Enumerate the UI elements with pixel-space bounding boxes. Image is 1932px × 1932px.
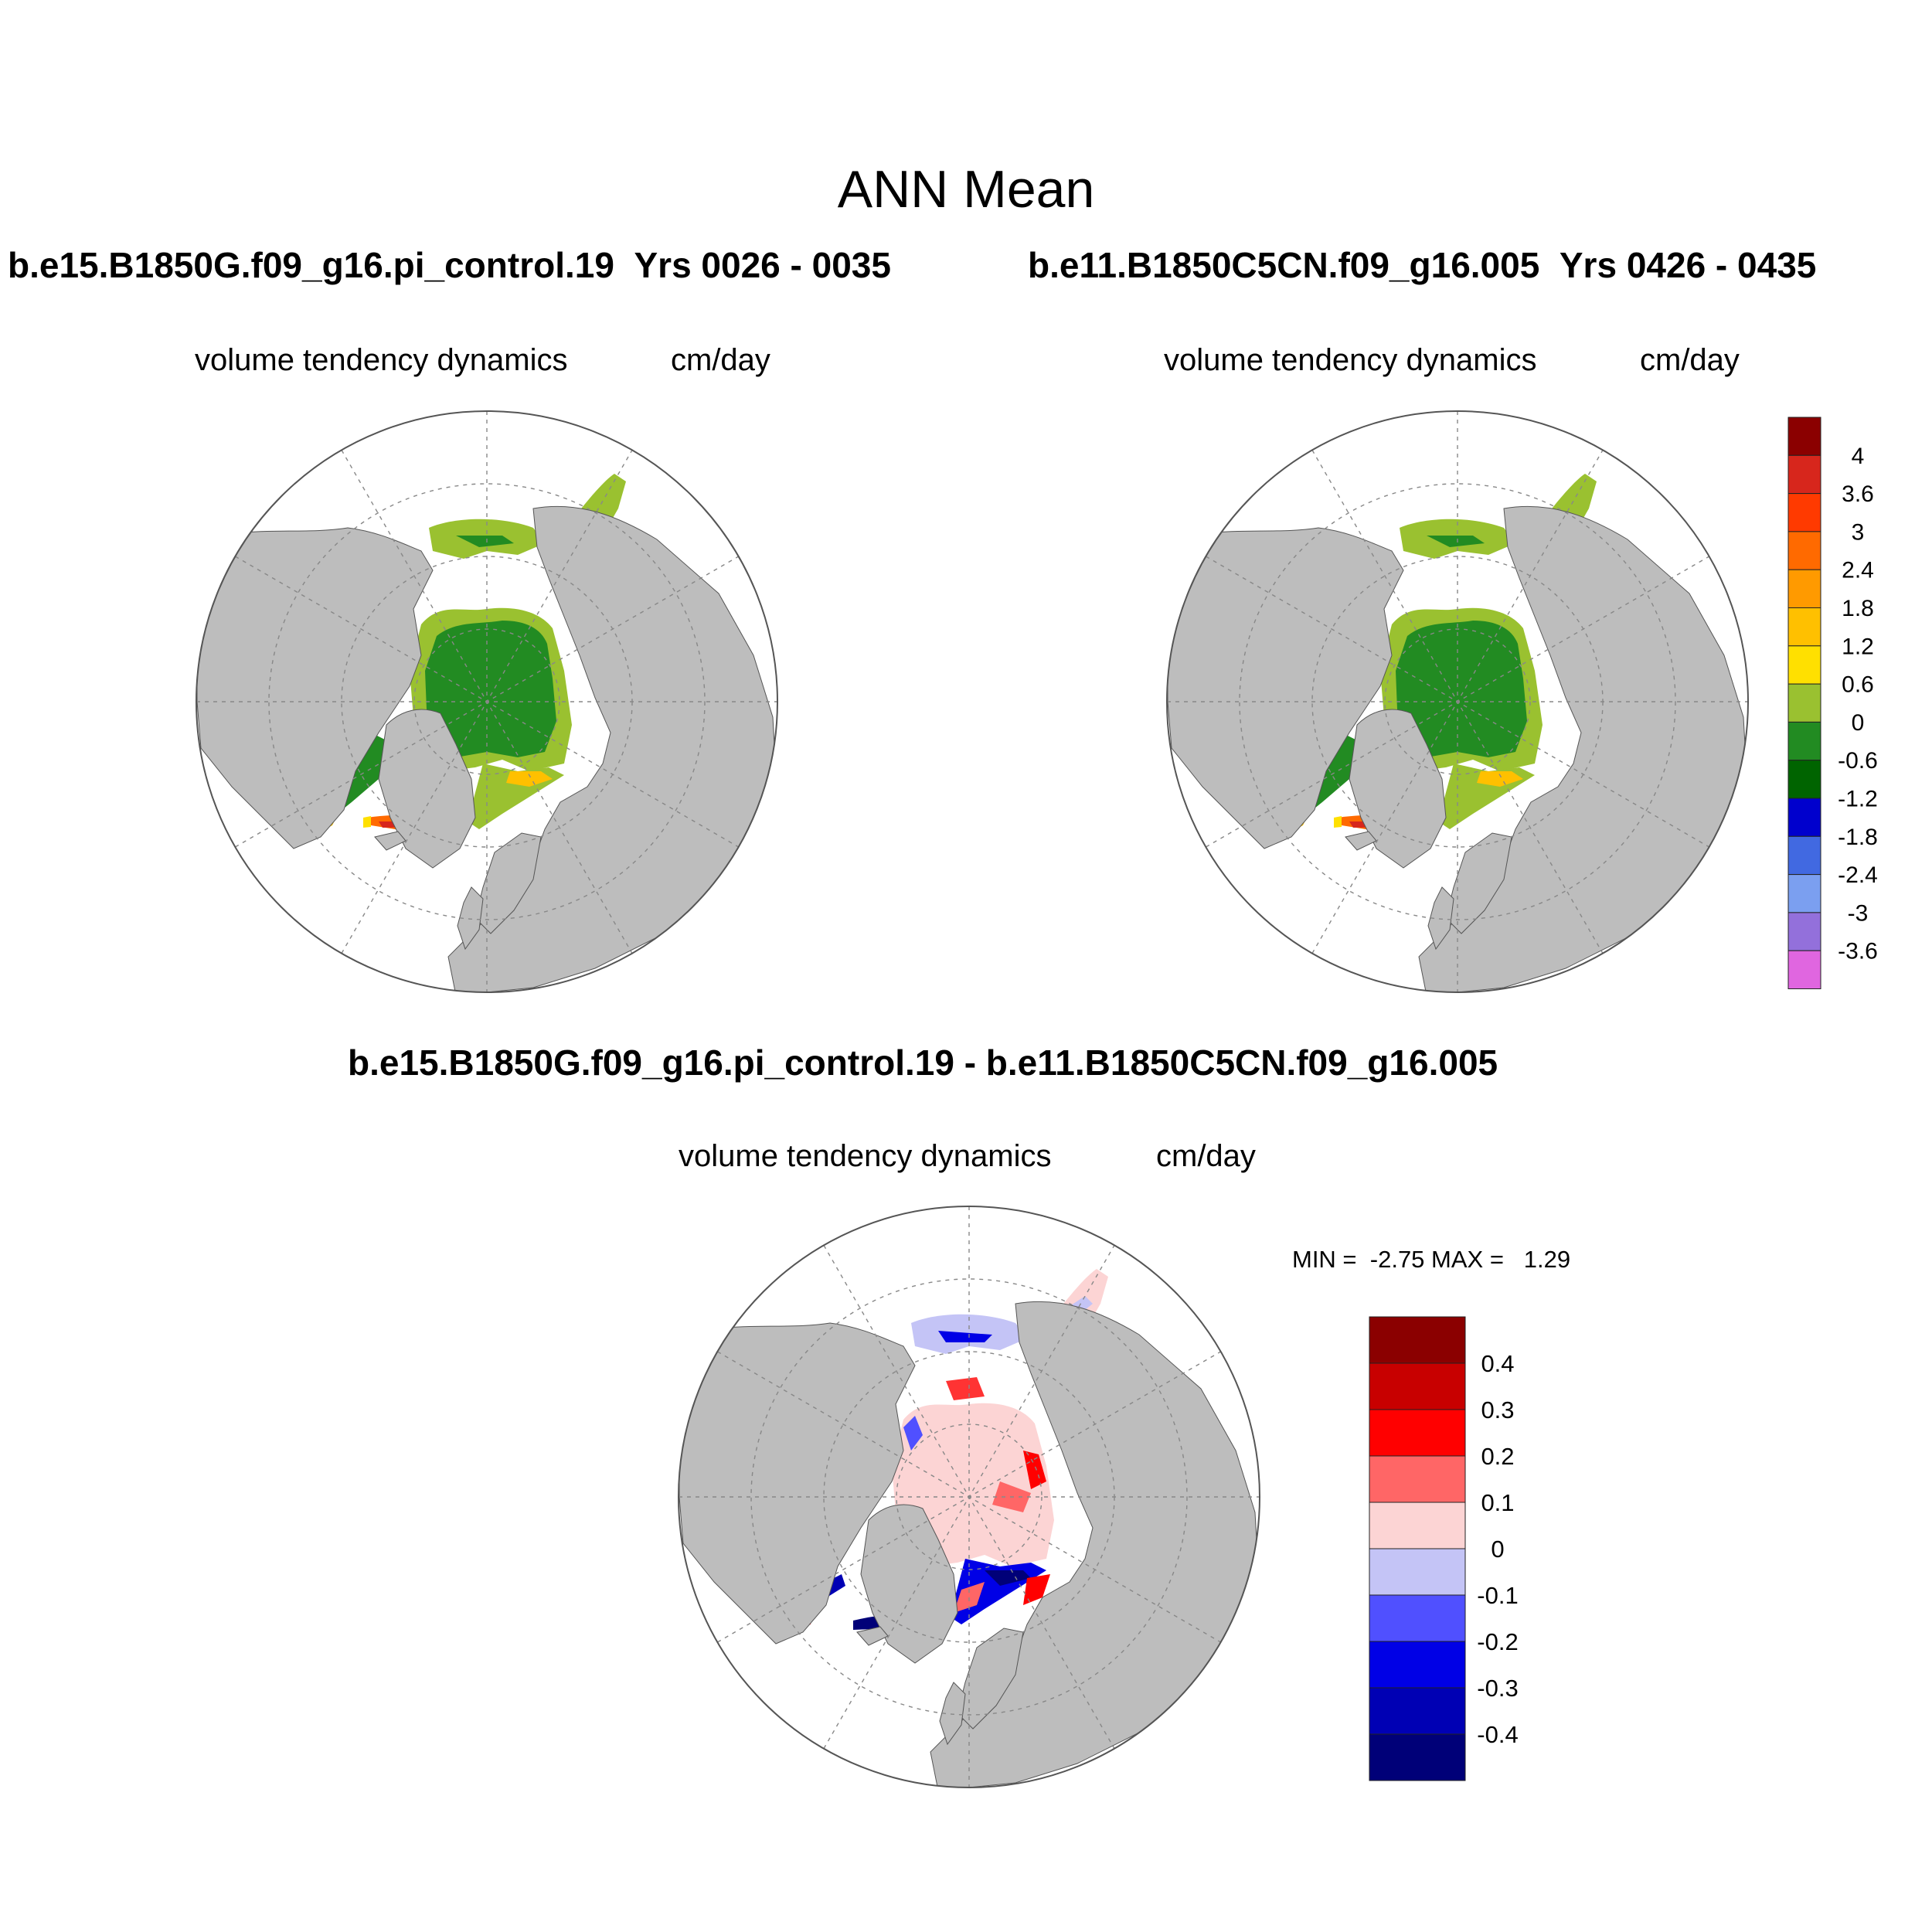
colorbar-tick-label: 0.6 (1842, 672, 1874, 698)
colorbar-box (1787, 912, 1821, 951)
colorbar-box (1369, 1733, 1466, 1781)
colorbar-diff: 0.4 0.3 0.2 0.1 0 -0.1 -0.2 -0.3 -0.4 (1369, 1316, 1519, 1781)
colorbar-box (1787, 760, 1821, 799)
colorbar-tick-label: 3.6 (1842, 481, 1874, 507)
panel3-units: cm/day (1156, 1139, 1256, 1173)
colorbar-tick-label: -3 (1848, 900, 1869, 926)
colorbar-tick-label: 0.4 (1481, 1350, 1514, 1377)
panel3-variable: volume tendency dynamics (679, 1139, 1052, 1173)
map-panel2 (1166, 410, 1749, 993)
panel2-units: cm/day (1640, 343, 1740, 377)
colorbar-tick-label: -1.2 (1838, 787, 1878, 812)
page-title: ANN Mean (837, 160, 1095, 219)
colorbar-tick-label: -0.3 (1477, 1675, 1518, 1702)
colorbar-box (1787, 531, 1821, 570)
colorbar-tick-label: 1.8 (1842, 596, 1874, 621)
colorbar-box (1787, 683, 1821, 723)
colorbar-tick-label: -1.8 (1838, 825, 1878, 850)
panel2-case-title: b.e11.B1850C5CN.f09_g16.005 Yrs 0426 - 0… (1028, 244, 1816, 286)
colorbar-tick-label: 2.4 (1842, 558, 1874, 583)
panel1-case-title: b.e15.B1850G.f09_g16.pi_control.19 Yrs 0… (8, 244, 891, 286)
colorbar-box (1369, 1548, 1466, 1596)
colorbar-tick-label: 0.3 (1481, 1396, 1514, 1423)
colorbar-box (1369, 1687, 1466, 1735)
colorbar-box (1369, 1316, 1466, 1364)
panel1-variable: volume tendency dynamics (195, 343, 568, 377)
colorbar-box (1787, 569, 1821, 608)
colorbar-box (1787, 721, 1821, 761)
panel2-variable: volume tendency dynamics (1164, 343, 1537, 377)
min-max-label: MIN = -2.75 MAX = 1.29 (1292, 1246, 1571, 1273)
colorbar-box (1369, 1362, 1466, 1410)
colorbar-box (1787, 493, 1821, 532)
colorbar-tick-label: 3 (1852, 519, 1865, 545)
diff-title: b.e15.B1850G.f09_g16.pi_control.19 - b.e… (348, 1043, 1498, 1083)
colorbar-tick-label: -0.6 (1838, 748, 1878, 774)
map-border (196, 410, 778, 993)
colorbar-box (1787, 607, 1821, 647)
panel1-years: Yrs 0026 - 0035 (634, 245, 891, 285)
colorbar-box (1369, 1409, 1466, 1457)
colorbar-box (1369, 1502, 1466, 1549)
colorbar-box (1369, 1455, 1466, 1503)
colorbar-box (1369, 1594, 1466, 1642)
colorbar-tick-label: -0.4 (1477, 1721, 1518, 1748)
panel1-case: b.e15.B1850G.f09_g16.pi_control.19 (8, 245, 614, 285)
map-panel1 (196, 410, 778, 993)
colorbar-tick-label: 0.1 (1481, 1489, 1514, 1516)
panel2-case: b.e11.B1850C5CN.f09_g16.005 (1028, 245, 1540, 285)
panel1-units: cm/day (671, 343, 770, 377)
colorbar-box (1787, 835, 1821, 876)
colorbar-main: 4 3.6 3 2.4 1.8 1.2 0.6 0 -0.6 -1.2 -1.8 -2.4 -3 -3.6 (1787, 417, 1878, 990)
map-border (1166, 410, 1749, 993)
colorbar-tick-label: -0.1 (1477, 1582, 1518, 1609)
colorbar-tick-label: 0 (1852, 710, 1865, 736)
colorbar-tick-label: -0.2 (1477, 1628, 1518, 1655)
colorbar-tick-label: 4 (1852, 444, 1865, 469)
colorbar-box (1787, 417, 1821, 456)
map-diff (678, 1206, 1260, 1788)
colorbar-tick-label: 0.2 (1481, 1443, 1514, 1470)
colorbar-tick-label: 1.2 (1842, 634, 1874, 659)
colorbar-box (1369, 1641, 1466, 1689)
map-border (678, 1206, 1260, 1788)
colorbar-box (1787, 645, 1821, 685)
colorbar-tick-label: -3.6 (1838, 939, 1878, 964)
colorbar-box (1787, 454, 1821, 495)
panel2-years: Yrs 0426 - 0435 (1559, 245, 1817, 285)
colorbar-box (1787, 798, 1821, 837)
colorbar-tick-label: -2.4 (1838, 862, 1878, 888)
colorbar-box (1787, 874, 1821, 913)
colorbar-box (1787, 950, 1821, 990)
colorbar-tick-label: 0 (1491, 1536, 1504, 1563)
